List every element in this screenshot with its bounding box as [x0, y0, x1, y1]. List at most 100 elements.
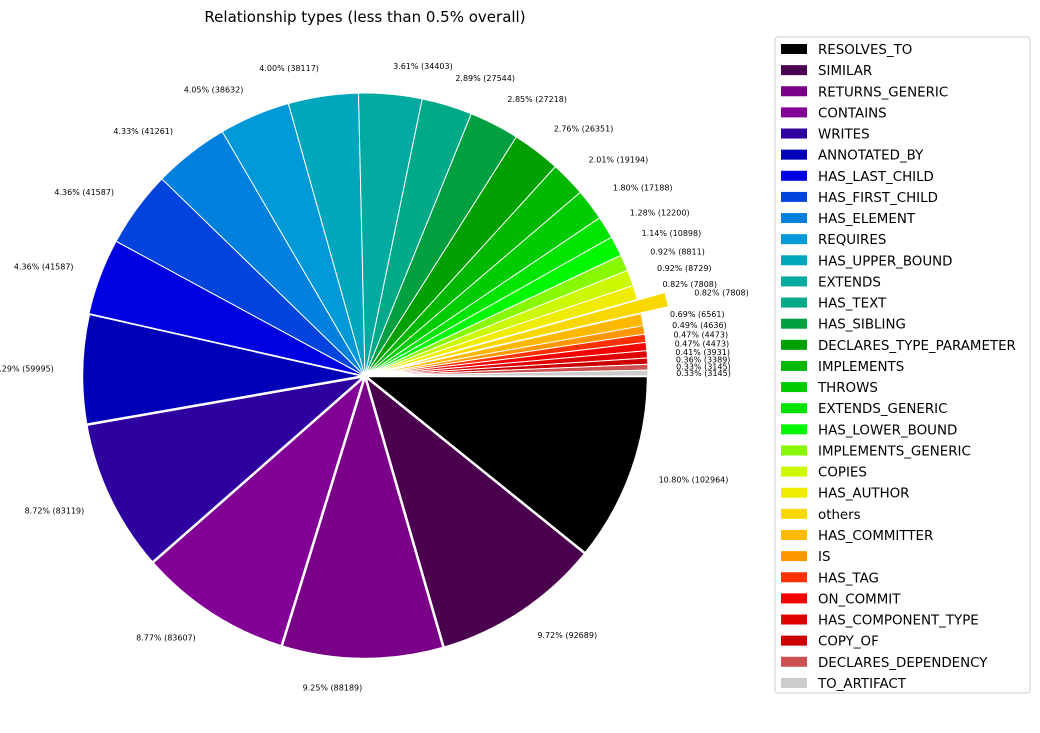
legend-label: IMPLEMENTS [818, 360, 904, 375]
slice-data-label: 2.89% (27544) [455, 74, 515, 83]
legend-swatch [781, 213, 807, 224]
legend-entry: SIMILAR [781, 64, 872, 79]
legend-entry: WRITES [781, 128, 870, 143]
slice-data-label: 0.47% (4473) [674, 330, 729, 339]
legend-label: WRITES [818, 128, 870, 143]
legend-label: COPIES [818, 466, 867, 481]
legend-label: SIMILAR [818, 64, 872, 79]
legend-label: IMPLEMENTS_GENERIC [818, 444, 971, 459]
legend-label: EXTENDS [818, 275, 881, 290]
legend-entry: IS [781, 550, 830, 565]
legend-label: THROWS [817, 381, 878, 396]
legend-entry: COPY_OF [781, 635, 879, 650]
legend-swatch [781, 508, 807, 519]
legend-swatch [781, 360, 807, 371]
legend-items: RESOLVES_TO SIMILAR RETURNS_GENERIC CONTAIN… [781, 43, 1016, 692]
legend-swatch [781, 149, 807, 160]
legend-swatch [781, 65, 807, 76]
legend-label: HAS_COMMITTER [818, 529, 933, 544]
legend-swatch [781, 255, 807, 266]
legend-swatch [781, 382, 807, 393]
legend-entry: REQUIRES [781, 233, 886, 248]
chart-title: Relationship types (less than 0.5% overa… [204, 8, 525, 26]
legend-swatch [781, 128, 807, 139]
slice-data-label: 9.72% (92689) [537, 631, 597, 640]
legend-label: RESOLVES_TO [818, 43, 912, 58]
legend-swatch [781, 86, 807, 97]
slice-data-label: 0.33% (3145) [676, 369, 731, 378]
legend-label: IS [818, 550, 830, 565]
legend-label: COPY_OF [818, 635, 879, 650]
legend-swatch [781, 44, 807, 54]
legend-label: HAS_UPPER_BOUND [818, 254, 952, 269]
legend-label: HAS_SIBLING [818, 318, 906, 333]
slice-data-label: 8.77% (83607) [136, 633, 196, 642]
legend-swatch [781, 487, 807, 498]
slice-data-label: 0.82% (7808) [694, 289, 749, 298]
legend-entry: IMPLEMENTS [781, 360, 904, 375]
legend-label: HAS_ELEMENT [818, 212, 916, 227]
pie-slices [80, 92, 669, 661]
legend-swatch [781, 276, 807, 287]
legend-swatch [781, 318, 807, 329]
slice-data-label: 0.33% (3145) [676, 362, 731, 371]
legend-label: DECLARES_TYPE_PARAMETER [818, 339, 1016, 354]
slice-data-label: 0.82% (7808) [662, 280, 717, 289]
slice-data-label: 1.14% (10898) [642, 229, 702, 238]
pie-slice [84, 374, 367, 564]
legend-entry: CONTAINS [781, 106, 887, 121]
legend-entry: ANNOTATED_BY [781, 149, 924, 164]
legend-entry: HAS_LAST_CHILD [781, 170, 934, 185]
legend-entry: COPIES [781, 466, 867, 481]
legend-swatch [781, 191, 807, 202]
legend-swatch [781, 403, 807, 414]
slice-data-label: 4.33% (41261) [113, 127, 173, 136]
legend-swatch [781, 297, 807, 308]
pie-slice [151, 374, 367, 648]
legend-label: HAS_FIRST_CHILD [818, 191, 938, 206]
legend-swatch [781, 635, 807, 646]
legend-swatch [781, 572, 807, 583]
pie-slice [280, 374, 445, 661]
legend-entry: RETURNS_GENERIC [781, 85, 948, 100]
slice-data-label: 0.92% (8729) [657, 264, 712, 273]
legend-label: HAS_AUTHOR [818, 487, 909, 502]
legend-entry: HAS_TEXT [781, 297, 887, 312]
legend-entry: HAS_FIRST_CHILD [781, 191, 938, 206]
legend-label: EXTENDS_GENERIC [818, 402, 947, 417]
legend-entry: EXTENDS_GENERIC [781, 402, 947, 417]
legend-swatch [781, 234, 807, 245]
legend-label: DECLARES_DEPENDENCY [818, 656, 988, 671]
slice-data-label: 1.28% (12200) [630, 209, 690, 218]
legend-label: HAS_LOWER_BOUND [818, 423, 957, 438]
legend-entry: HAS_TAG [781, 571, 879, 586]
legend-entry: HAS_LOWER_BOUND [781, 423, 957, 438]
slice-data-label: 4.00% (38117) [259, 64, 319, 73]
slice-data-label: 0.41% (3931) [675, 348, 730, 357]
pie-slice [391, 292, 669, 370]
slice-data-label: 3.61% (34403) [393, 62, 453, 71]
legend-entry: HAS_AUTHOR [781, 487, 909, 502]
legend-label: HAS_TEXT [818, 297, 887, 312]
slice-data-label: 2.76% (26351) [554, 124, 614, 133]
pie-slice [363, 374, 587, 650]
slice-data-label: 4.36% (41587) [14, 263, 74, 272]
legend-swatch [781, 614, 807, 625]
legend-label: HAS_TAG [818, 571, 879, 586]
legend-swatch [781, 466, 807, 477]
slice-data-label: 1.80% (17188) [613, 184, 673, 193]
slice-data-label: 9.25% (88189) [303, 683, 363, 692]
pie-slice [363, 374, 650, 555]
legend-label: REQUIRES [818, 233, 886, 248]
legend-label: CONTAINS [818, 106, 887, 121]
slice-data-label: 0.36% (3389) [676, 356, 731, 365]
legend-label: RETURNS_GENERIC [818, 85, 948, 100]
legend-frame [774, 36, 1031, 694]
legend-label: ANNOTATED_BY [818, 149, 924, 164]
legend-swatch [781, 593, 807, 604]
legend-entry: RESOLVES_TO [781, 43, 912, 58]
slice-data-label: 2.85% (27218) [507, 95, 567, 104]
pie-labels: 10.80% (102964) 9.72% (92689) 9.25% (88189… [0, 62, 749, 692]
slice-data-label: 2.01% (19194) [589, 155, 649, 164]
slice-data-label: 4.05% (38632) [184, 85, 244, 94]
